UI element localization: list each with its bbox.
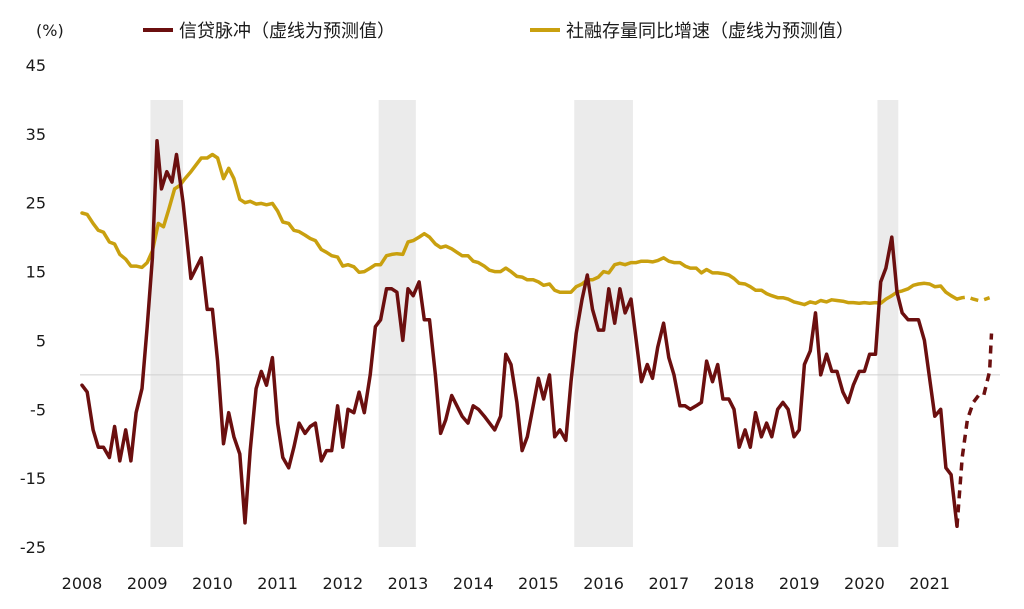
series-line-tsf-growth-actual	[80, 152, 959, 307]
shaded-periods	[150, 100, 899, 547]
legend-label-tsf-growth: 社融存量同比增速（虚线为预测值）	[566, 21, 854, 42]
x-tick-label: 2012	[322, 574, 363, 593]
y-tick-label: 45	[26, 56, 46, 75]
x-axis-ticks: 2008 2009 2010 2011 2012 2013 2014 2015 2016 2017…	[62, 574, 950, 593]
legend-label-credit-impulse: 信贷脉冲（虚线为预测值）	[179, 21, 395, 42]
y-tick-label: -25	[20, 538, 46, 557]
x-tick-label: 2017	[648, 574, 689, 593]
x-tick-label: 2008	[62, 574, 103, 593]
y-tick-label: 35	[26, 125, 46, 144]
x-tick-label: 2020	[844, 574, 885, 593]
series-line-credit-impulse-forecast	[955, 333, 994, 527]
y-tick-label: -5	[30, 400, 46, 419]
x-tick-label: 2015	[518, 574, 559, 593]
y-tick-label: 25	[26, 194, 46, 213]
x-tick-label: 2018	[714, 574, 755, 593]
y-tick-label: -15	[20, 469, 46, 488]
shaded-period-4	[877, 100, 899, 547]
x-tick-label: 2013	[388, 574, 429, 593]
y-tick-label: 15	[26, 263, 46, 282]
x-tick-label: 2011	[257, 574, 298, 593]
x-tick-label: 2021	[909, 574, 950, 593]
x-tick-label: 2009	[127, 574, 168, 593]
x-tick-label: 2016	[583, 574, 624, 593]
shaded-period-2	[378, 100, 416, 547]
x-tick-label: 2014	[453, 574, 494, 593]
y-axis-ticks: 45 35 25 15 5 -5 -15 -25	[20, 56, 46, 557]
y-axis-unit-label: (%)	[36, 21, 64, 40]
x-tick-label: 2010	[192, 574, 233, 593]
x-tick-label: 2019	[779, 574, 820, 593]
y-tick-label: 5	[36, 331, 46, 350]
legend: 信贷脉冲（虚线为预测值） 社融存量同比增速（虚线为预测值）	[143, 21, 854, 42]
series-line-tsf-growth-forecast	[956, 295, 991, 303]
series-line-credit-impulse-actual	[80, 138, 959, 529]
series-lines	[80, 138, 994, 529]
